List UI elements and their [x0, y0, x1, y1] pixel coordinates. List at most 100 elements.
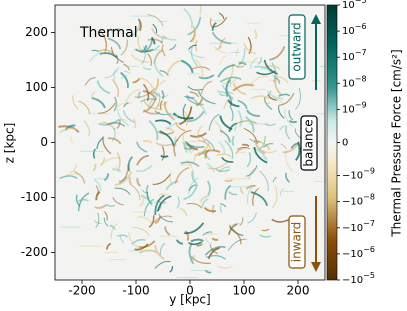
field-grid-artifact — [246, 22, 261, 24]
field-streak — [206, 180, 211, 196]
field-streak — [285, 150, 294, 173]
field-streak — [247, 36, 252, 55]
field-streak — [163, 101, 176, 121]
field-streak — [107, 137, 122, 145]
field-streak — [138, 249, 158, 254]
field-streak — [198, 74, 215, 80]
field-streak — [253, 146, 268, 164]
field-grid-artifact — [79, 245, 103, 247]
field-streak — [187, 110, 205, 123]
field-streak — [117, 102, 133, 107]
field-streak — [117, 109, 129, 127]
field-streak — [285, 125, 291, 140]
field-streak — [162, 34, 177, 41]
field-streak — [266, 90, 272, 97]
x-tick-label: 200 — [287, 284, 310, 298]
field-streak — [128, 232, 140, 249]
field-grid-artifact — [147, 201, 164, 203]
field-streak — [159, 94, 169, 98]
field-grid-artifact — [176, 277, 199, 279]
field-streak — [152, 23, 158, 34]
field-streak — [120, 74, 128, 80]
field-streak — [217, 265, 233, 269]
field-streak — [147, 13, 164, 27]
field-streak — [105, 242, 112, 250]
field-streak — [152, 215, 173, 223]
field-streak — [295, 87, 301, 110]
field-grid-artifact — [269, 79, 282, 81]
field-streak — [245, 116, 255, 133]
field-grid-artifact — [230, 51, 240, 53]
field-streak — [197, 134, 206, 143]
field-streak — [221, 156, 234, 163]
field-streak — [112, 196, 124, 206]
field-streak — [245, 165, 258, 177]
field-streak — [209, 244, 219, 255]
outward-box — [288, 14, 306, 80]
field-streak — [288, 119, 298, 123]
colorbar-tick-label: 10−6 — [342, 22, 367, 37]
panel-label: Thermal — [79, 25, 138, 41]
field-streak — [218, 93, 226, 96]
field-streak — [111, 127, 116, 142]
field-streak — [228, 122, 237, 133]
field-streak — [164, 226, 171, 236]
field-streak — [159, 69, 169, 77]
field-streak — [280, 143, 287, 150]
field-streak — [113, 163, 119, 169]
y-tick-label: 200 — [25, 25, 48, 39]
field-streak — [229, 225, 244, 237]
field-streak — [211, 204, 216, 214]
colorbar-tick-label: −10−8 — [342, 192, 375, 208]
field-grid-artifact — [211, 20, 222, 22]
field-grid-artifact — [130, 15, 155, 17]
field-streak — [96, 80, 111, 95]
field-streak — [184, 142, 193, 147]
field-streak — [257, 57, 262, 65]
field-streak — [238, 61, 247, 66]
inward-box — [288, 215, 306, 269]
field-streak — [220, 203, 227, 208]
field-streak — [215, 168, 230, 172]
field-streak — [184, 140, 205, 148]
field-streak — [271, 218, 290, 223]
field-streak — [131, 238, 146, 245]
field-streak — [153, 59, 164, 78]
colorbar-tick-label: 10−9 — [342, 100, 367, 116]
field-streak — [136, 141, 148, 153]
field-streak — [294, 128, 302, 139]
field-streak — [172, 112, 194, 120]
field-streak — [266, 90, 284, 100]
field-grid-artifact — [109, 258, 126, 260]
field-streak — [137, 91, 142, 99]
field-grid-artifact — [248, 123, 269, 125]
field-streak — [222, 84, 234, 95]
field-streak — [219, 76, 242, 83]
field-streak — [191, 171, 198, 185]
field-grid-artifact — [60, 226, 81, 228]
field-streak — [243, 43, 257, 55]
field-streak — [155, 142, 174, 147]
field-streak — [147, 38, 164, 44]
field-streak — [59, 127, 77, 133]
field-streak — [84, 76, 96, 86]
colorbar-tick-label: −10−9 — [342, 166, 375, 182]
inward-label: inward — [290, 222, 304, 262]
field-streak — [143, 198, 155, 217]
field-streak — [157, 195, 172, 212]
field-streak — [158, 213, 174, 223]
field-streak — [154, 244, 165, 260]
field-streak — [128, 176, 132, 185]
field-grid-artifact — [319, 65, 325, 67]
field-streak — [120, 39, 129, 56]
field-streak — [98, 118, 120, 126]
field-streak — [237, 146, 250, 150]
field-streak — [159, 130, 175, 147]
field-streak — [189, 91, 200, 98]
field-streak — [236, 48, 246, 68]
field-streak — [278, 93, 291, 97]
field-streak — [154, 194, 165, 216]
field-streak — [176, 130, 192, 142]
field-streak — [110, 28, 125, 32]
field-streak — [205, 237, 212, 245]
